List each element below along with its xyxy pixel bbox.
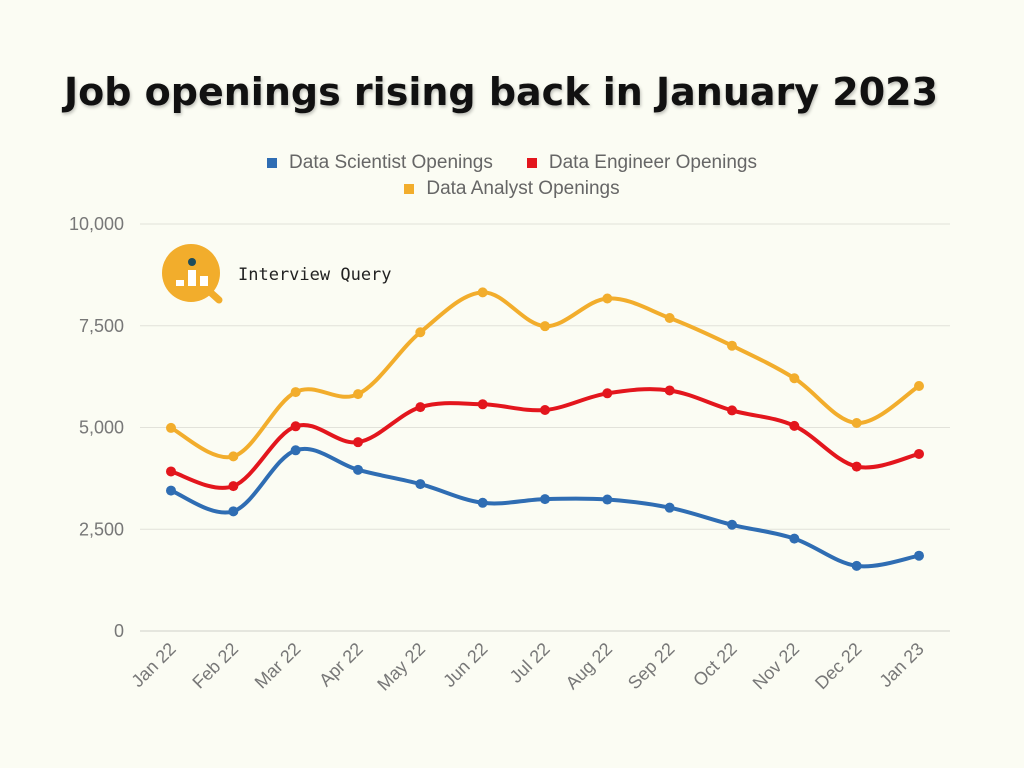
- data-point-data-engineer-6: [540, 404, 550, 415]
- y-tick-label-2: 5,000: [79, 418, 124, 438]
- x-tick-label-9: Oct 22: [689, 639, 741, 691]
- data-point-data-scientist-12: [914, 550, 924, 561]
- data-point-data-engineer-0: [166, 466, 176, 477]
- x-tick-label-7: Aug 22: [562, 639, 616, 693]
- data-point-data-engineer-5: [477, 399, 488, 410]
- data-point-data-analyst-7: [602, 293, 613, 304]
- data-point-data-scientist-4: [415, 479, 426, 490]
- series-line-data-scientist: [169, 446, 921, 569]
- data-point-data-analyst-10: [789, 373, 800, 384]
- x-tick-label-11: Dec 22: [811, 639, 865, 693]
- data-point-data-analyst-4: [415, 327, 426, 338]
- chart-title: Job openings rising back in January 2023: [64, 70, 939, 114]
- data-point-data-scientist-8: [664, 502, 675, 513]
- data-point-data-scientist-10: [789, 533, 800, 544]
- data-point-data-analyst-11: [851, 418, 862, 429]
- legend-item-data-scientist: Data Scientist Openings: [267, 152, 493, 174]
- x-tick-label-12: Jan 23: [875, 639, 927, 691]
- data-point-data-analyst-2: [290, 387, 301, 398]
- legend-swatch-data-engineer: [526, 158, 537, 168]
- x-tick-label-2: Mar 22: [251, 639, 305, 693]
- data-point-data-engineer-1: [228, 481, 239, 492]
- data-point-data-engineer-8: [664, 385, 675, 396]
- legend-item-data-engineer: Data Engineer Openings: [526, 152, 757, 174]
- data-point-data-engineer-10: [789, 420, 800, 431]
- y-tick-label-3: 7,500: [79, 316, 124, 336]
- data-point-data-scientist-3: [353, 464, 363, 475]
- x-tick-label-0: Jan 22: [127, 639, 179, 691]
- y-tick-label-1: 2,500: [79, 519, 124, 539]
- x-tick-label-3: Apr 22: [315, 639, 367, 691]
- data-point-data-engineer-7: [602, 388, 613, 399]
- data-point-data-scientist-6: [540, 494, 550, 505]
- x-tick-label-8: Sep 22: [624, 639, 678, 693]
- interview-query-logo-icon: [162, 244, 223, 304]
- legend-swatch-data-scientist: [267, 158, 278, 168]
- legend-label-data-engineer: Data Engineer Openings: [548, 152, 757, 173]
- legend: Data Scientist Openings Data Engineer Op…: [0, 150, 1024, 202]
- legend-label-data-analyst: Data Analyst Openings: [426, 178, 620, 199]
- data-point-data-scientist-1: [228, 506, 239, 517]
- data-point-data-analyst-5: [477, 287, 488, 298]
- x-tick-label-5: Jun 22: [439, 639, 491, 691]
- brand-name: Interview Query: [238, 265, 392, 285]
- y-tick-label-0: 0: [114, 621, 124, 641]
- legend-item-data-analyst: Data Analyst Openings: [404, 178, 620, 200]
- legend-swatch-data-analyst: [404, 184, 415, 194]
- data-point-data-engineer-12: [914, 448, 924, 459]
- legend-label-data-scientist: Data Scientist Openings: [289, 152, 493, 173]
- brand-watermark: Interview Query: [162, 244, 392, 306]
- y-tick-label-4: 10,000: [69, 214, 124, 234]
- x-tick-label-6: Jul 22: [506, 639, 554, 687]
- data-point-data-analyst-8: [664, 313, 675, 324]
- x-tick-label-4: May 22: [373, 639, 429, 695]
- data-point-data-analyst-9: [727, 340, 737, 351]
- data-point-data-engineer-9: [727, 405, 737, 416]
- data-point-data-engineer-3: [353, 437, 363, 448]
- data-point-data-scientist-2: [290, 445, 301, 456]
- data-point-data-analyst-12: [914, 380, 924, 391]
- data-point-data-analyst-3: [353, 389, 363, 400]
- data-point-data-analyst-6: [540, 321, 550, 332]
- data-point-data-scientist-0: [166, 485, 176, 496]
- x-tick-label-10: Nov 22: [749, 639, 803, 693]
- data-point-data-engineer-11: [851, 461, 862, 472]
- data-point-data-scientist-11: [851, 560, 862, 571]
- data-point-data-engineer-4: [415, 402, 426, 413]
- data-point-data-scientist-9: [727, 519, 737, 530]
- x-tick-label-1: Feb 22: [188, 639, 242, 693]
- data-point-data-analyst-0: [166, 422, 176, 433]
- data-point-data-engineer-2: [290, 421, 301, 432]
- data-point-data-scientist-5: [477, 497, 488, 508]
- data-point-data-analyst-1: [228, 451, 239, 462]
- data-point-data-scientist-7: [602, 494, 613, 505]
